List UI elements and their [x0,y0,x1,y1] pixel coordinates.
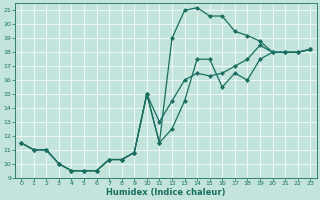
X-axis label: Humidex (Indice chaleur): Humidex (Indice chaleur) [106,188,225,197]
